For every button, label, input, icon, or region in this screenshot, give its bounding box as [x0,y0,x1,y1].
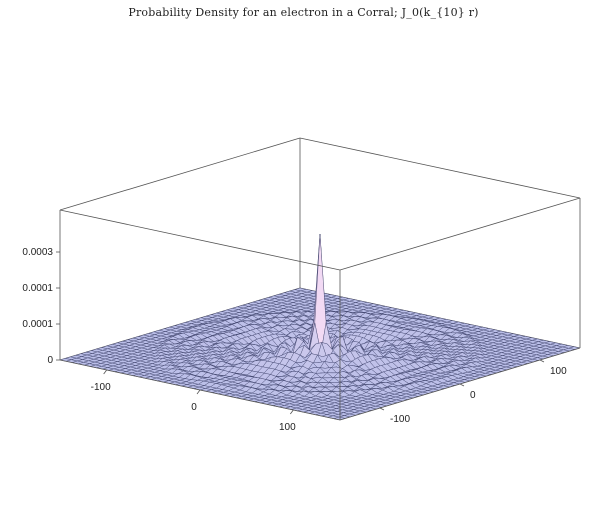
y-tick-label: -100 [390,414,410,425]
box-edge [299,137,581,199]
y-tick-label: 0 [470,390,476,401]
axis-ticks: 0 0.0001 0.0001 0.0003 -100 0 100 -100 0 100 [22,247,567,433]
z-tick-label: 0.0003 [22,247,53,258]
x-tick-label: 100 [279,422,296,433]
x-tick-mark [103,369,107,375]
box-edge [59,137,301,211]
x-tick-mark [290,409,294,415]
box-edge [339,197,581,271]
y-tick-mark [379,407,385,411]
plot-title: Probability Density for an electron in a… [128,6,479,19]
x-tick-label: 0 [191,402,197,413]
y-tick-label: 100 [550,366,567,377]
z-tick-label: 0.0001 [22,319,53,330]
z-tick-label: 0.0001 [22,283,53,294]
z-tick-label: 0 [47,355,53,366]
box-edge [59,209,341,271]
x-tick-label: -100 [91,382,111,393]
y-tick-mark [539,359,545,363]
surface-mesh [59,233,581,421]
x-tick-mark [196,389,201,395]
y-tick-mark [459,383,465,387]
